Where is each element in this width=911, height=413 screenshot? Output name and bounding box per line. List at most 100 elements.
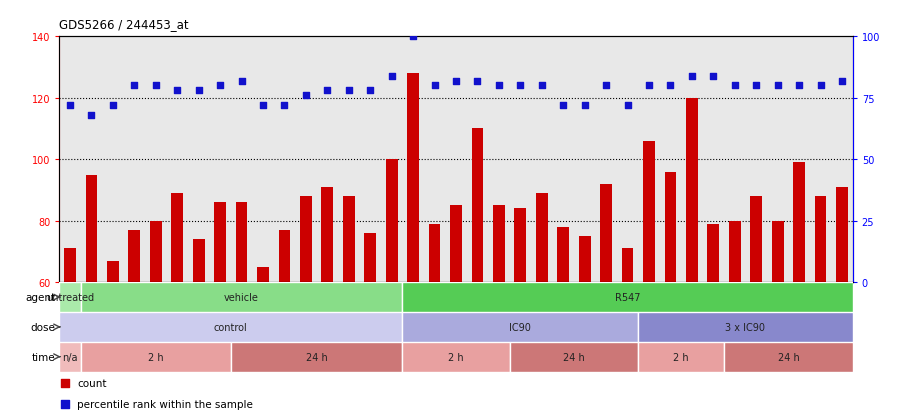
Bar bbox=[402, 342, 509, 372]
Text: 2 h: 2 h bbox=[447, 352, 464, 362]
Point bbox=[448, 78, 463, 85]
Bar bbox=[81, 282, 402, 312]
Bar bbox=[407, 74, 418, 413]
Bar bbox=[300, 197, 312, 413]
Point bbox=[277, 102, 292, 109]
Text: n/a: n/a bbox=[62, 352, 77, 362]
Point bbox=[148, 83, 163, 90]
Point bbox=[63, 102, 77, 109]
Bar bbox=[149, 221, 161, 413]
Point bbox=[791, 83, 805, 90]
Text: time: time bbox=[32, 352, 56, 362]
Point bbox=[58, 380, 73, 387]
Text: 24 h: 24 h bbox=[305, 352, 327, 362]
Bar bbox=[428, 224, 440, 413]
Bar bbox=[214, 203, 226, 413]
Bar bbox=[450, 206, 461, 413]
Bar bbox=[59, 312, 402, 342]
Point bbox=[748, 83, 763, 90]
Bar bbox=[835, 188, 847, 413]
Point bbox=[58, 401, 73, 407]
Point bbox=[127, 83, 141, 90]
Bar bbox=[723, 342, 852, 372]
Text: agent: agent bbox=[26, 292, 56, 302]
Text: dose: dose bbox=[30, 322, 56, 332]
Bar bbox=[814, 197, 825, 413]
Bar bbox=[771, 221, 783, 413]
Bar bbox=[107, 261, 118, 413]
Bar bbox=[514, 209, 526, 413]
Bar bbox=[536, 194, 548, 413]
Bar bbox=[235, 203, 247, 413]
Bar bbox=[707, 224, 719, 413]
Bar bbox=[493, 206, 504, 413]
Point bbox=[619, 102, 634, 109]
Bar bbox=[402, 282, 852, 312]
Point bbox=[234, 78, 249, 85]
Text: percentile rank within the sample: percentile rank within the sample bbox=[77, 399, 252, 409]
Point bbox=[191, 88, 206, 95]
Point bbox=[255, 102, 270, 109]
Text: GDS5266 / 244453_at: GDS5266 / 244453_at bbox=[59, 18, 189, 31]
Bar bbox=[363, 233, 375, 413]
Point bbox=[491, 83, 506, 90]
Bar bbox=[171, 194, 183, 413]
Point bbox=[212, 83, 227, 90]
Point bbox=[169, 88, 184, 95]
Point bbox=[662, 83, 677, 90]
Bar bbox=[509, 342, 638, 372]
Bar bbox=[81, 342, 230, 372]
Text: R547: R547 bbox=[614, 292, 640, 302]
Bar bbox=[638, 342, 723, 372]
Bar bbox=[257, 267, 269, 413]
Point bbox=[84, 112, 98, 119]
Point bbox=[534, 83, 548, 90]
Text: 2 h: 2 h bbox=[672, 352, 688, 362]
Text: 24 h: 24 h bbox=[562, 352, 584, 362]
Bar bbox=[59, 342, 81, 372]
Bar bbox=[750, 197, 762, 413]
Point bbox=[106, 102, 120, 109]
Bar bbox=[192, 240, 204, 413]
Bar bbox=[128, 230, 140, 413]
Bar bbox=[642, 141, 654, 413]
Bar bbox=[402, 312, 638, 342]
Bar bbox=[728, 221, 740, 413]
Bar bbox=[578, 237, 590, 413]
Text: vehicle: vehicle bbox=[224, 292, 259, 302]
Point bbox=[556, 102, 570, 109]
Point bbox=[341, 88, 355, 95]
Text: count: count bbox=[77, 378, 107, 388]
Point bbox=[641, 83, 656, 90]
Point bbox=[298, 93, 312, 100]
Text: untreated: untreated bbox=[46, 292, 94, 302]
Point bbox=[577, 102, 591, 109]
Bar bbox=[64, 249, 76, 413]
Bar bbox=[685, 98, 697, 413]
Bar bbox=[471, 129, 483, 413]
Text: control: control bbox=[214, 322, 248, 332]
Bar bbox=[385, 160, 397, 413]
Point bbox=[834, 78, 848, 85]
Point bbox=[320, 88, 334, 95]
Point bbox=[363, 88, 377, 95]
Point bbox=[684, 73, 699, 80]
Point bbox=[770, 83, 784, 90]
Point bbox=[426, 83, 441, 90]
Bar bbox=[664, 172, 676, 413]
Point bbox=[705, 73, 720, 80]
Bar bbox=[59, 282, 81, 312]
Point bbox=[813, 83, 827, 90]
Bar bbox=[638, 312, 852, 342]
Text: IC90: IC90 bbox=[509, 322, 531, 332]
Bar bbox=[321, 188, 333, 413]
Bar bbox=[343, 197, 354, 413]
Point bbox=[513, 83, 527, 90]
Bar bbox=[230, 342, 402, 372]
Point bbox=[470, 78, 485, 85]
Bar bbox=[557, 227, 568, 413]
Bar bbox=[86, 175, 97, 413]
Bar bbox=[278, 230, 290, 413]
Bar bbox=[621, 249, 633, 413]
Bar bbox=[793, 163, 804, 413]
